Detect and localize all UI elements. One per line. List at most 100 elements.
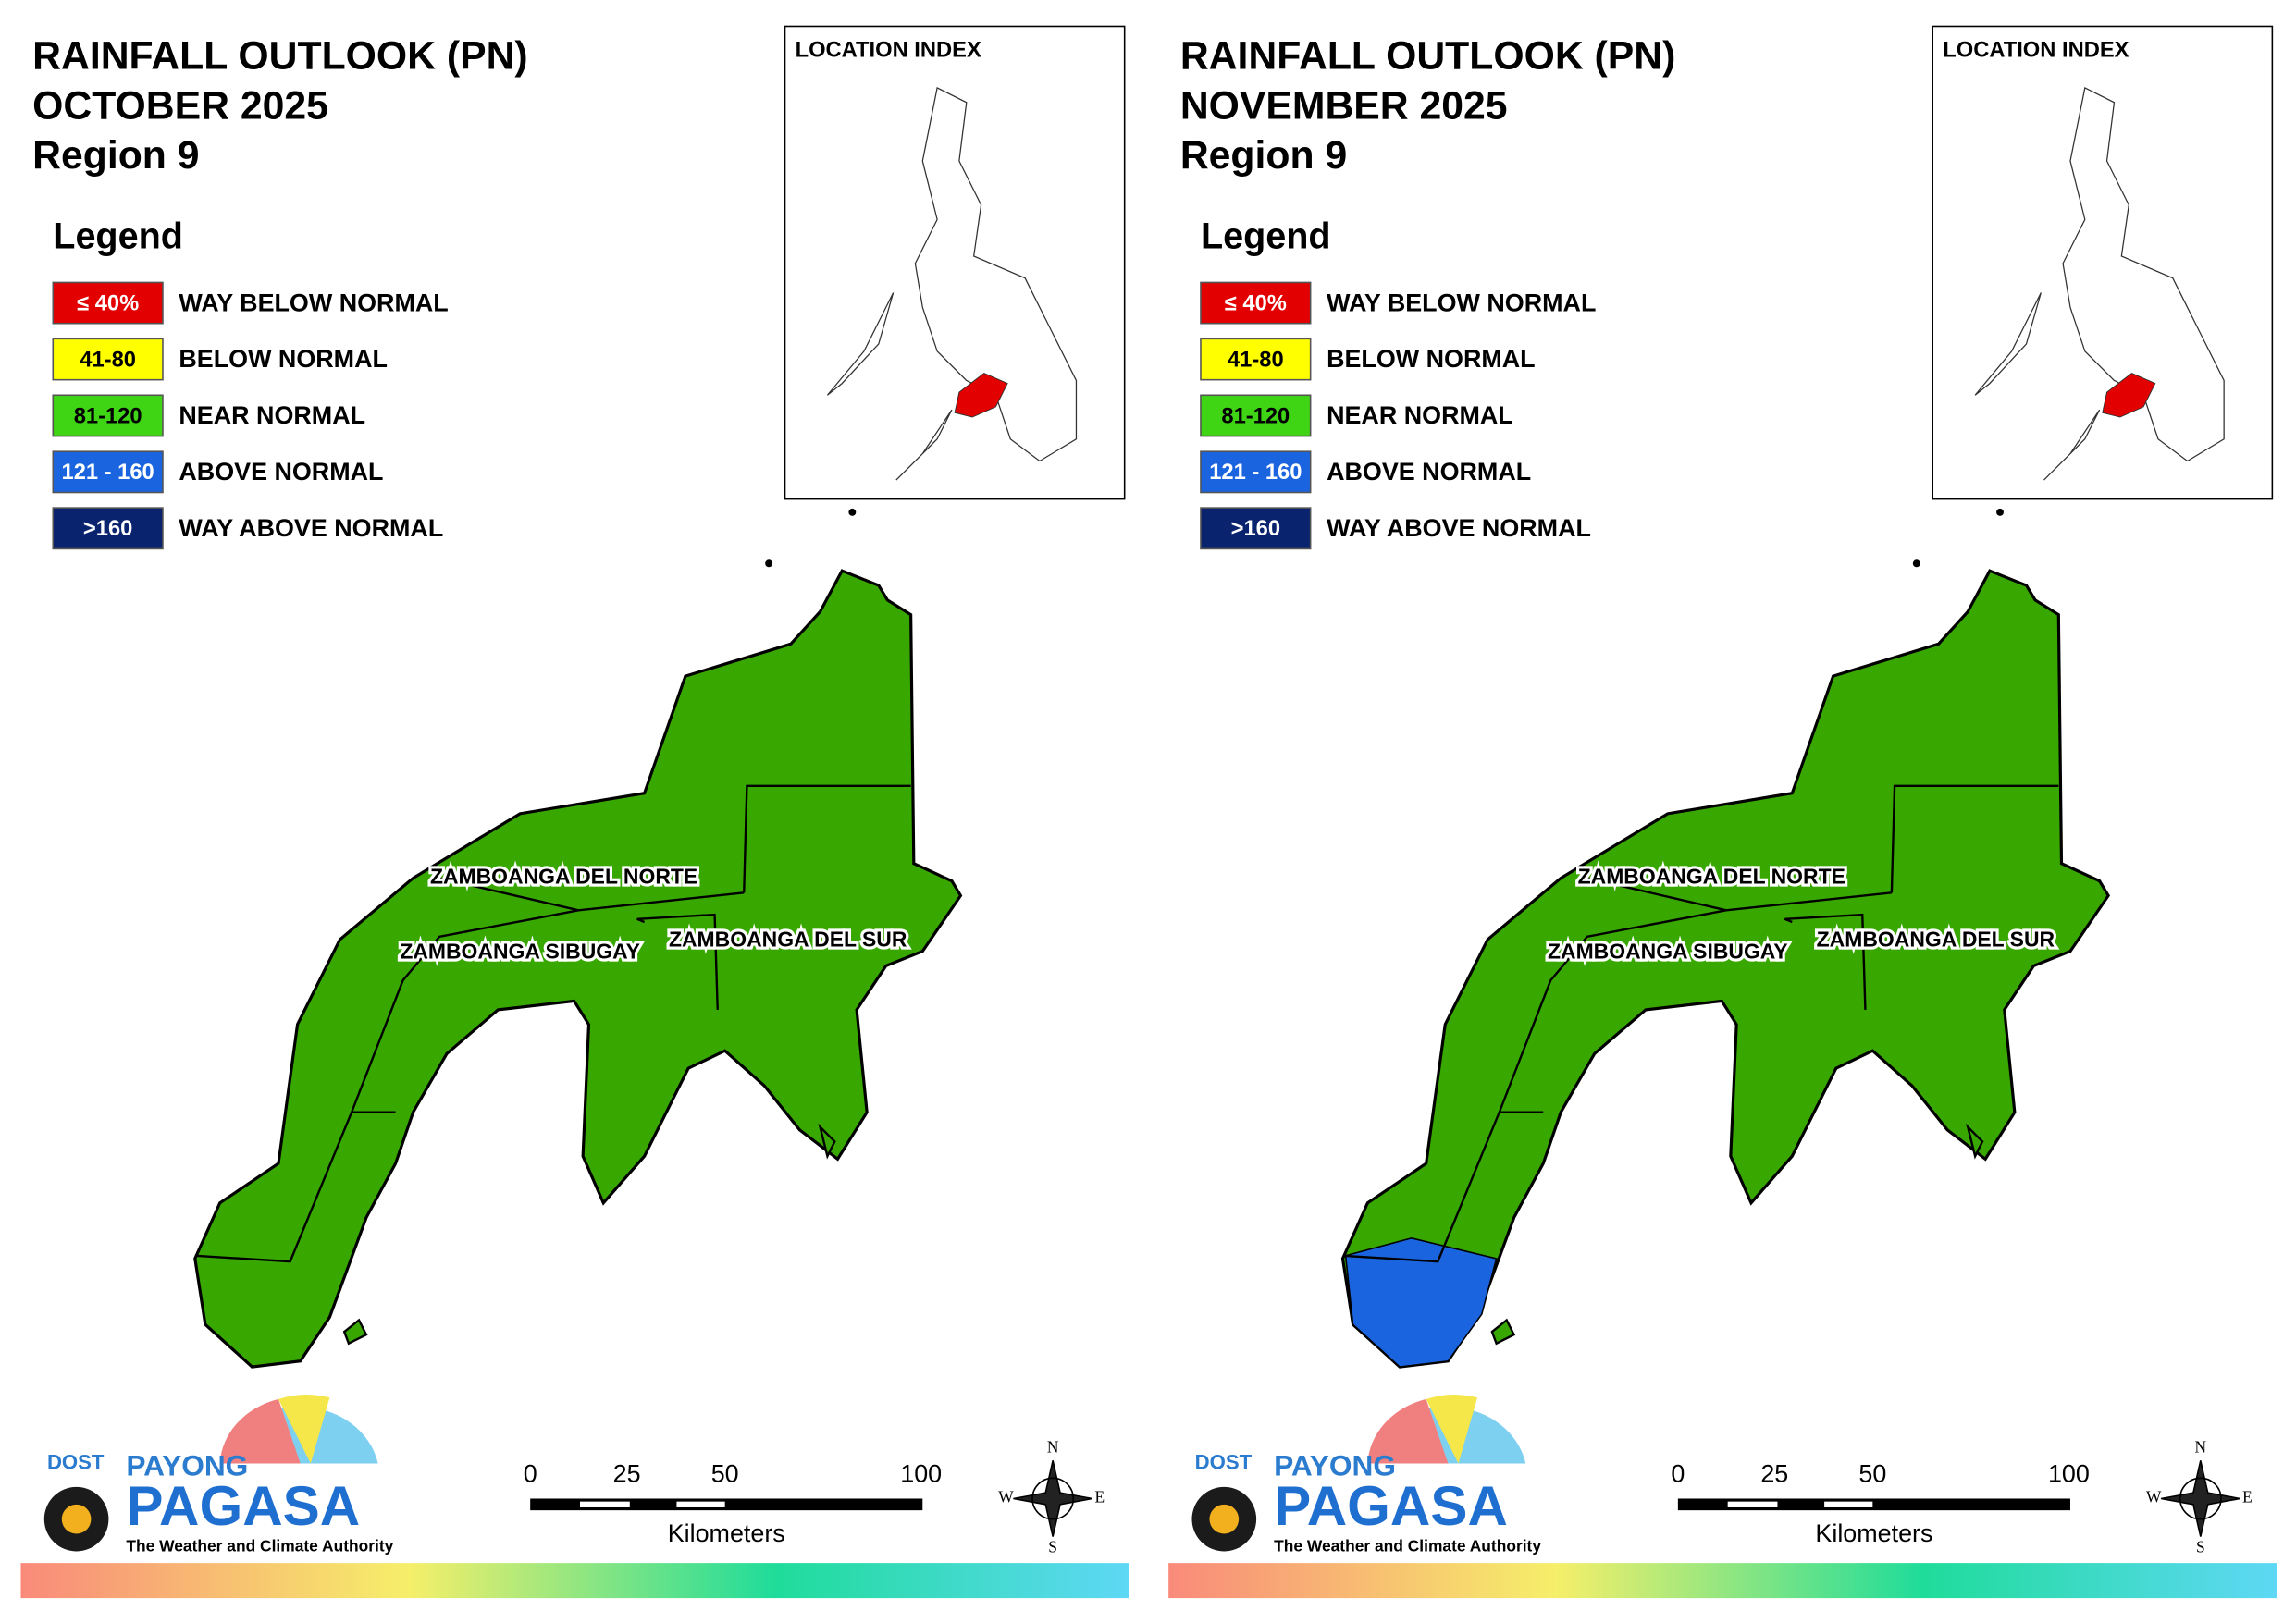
region-highlight [2102,372,2156,418]
scale-label: 100 [2048,1459,2090,1487]
legend-description: BELOW NORMAL [1327,345,1536,373]
color-band [20,1563,1129,1599]
title-line: RAINFALL OUTLOOK (PN) [1180,34,1676,79]
philippines-outline [1974,87,2225,481]
legend-swatch [1200,338,1312,381]
island [1966,1123,1984,1160]
logo-umbrella-yellow [278,1395,330,1464]
compass-ring [1031,1477,1075,1520]
panel: RAINFALL OUTLOOK (PN)NOVEMBER 2025 Region… [1168,25,2277,1599]
logo-agency: DOST [1195,1450,1253,1473]
scale-bar-segment [676,1501,725,1507]
legend-swatch-label: >160 [1231,517,1280,541]
legend-description: WAY BELOW NORMAL [1327,289,1596,316]
scale-bar-segment [1727,1501,1778,1507]
title-line: Region 9 [1180,133,1347,178]
logo-agency: DOST [47,1450,105,1473]
location-index-title: LOCATION INDEX [796,39,981,63]
legend-swatch-label: 41-80 [80,348,136,372]
compass-letter: N [1047,1438,1059,1457]
compass-letter: W [2146,1487,2162,1506]
logo-line1: PAYONG [1274,1449,1396,1482]
region-map [1340,569,2111,1369]
islet [1996,508,2004,516]
logo-umbrella-yellow [1426,1395,1478,1464]
legend-swatch-label: >160 [83,517,132,541]
region-label: ZAMBOANGA SIBUGAY [1548,939,1788,963]
panel: RAINFALL OUTLOOK (PN)OCTOBER 2025 Region … [20,25,1129,1599]
scale-label: 25 [613,1459,641,1487]
legend-swatch [1200,394,1312,437]
logo-line1: PAYONG [126,1449,248,1482]
legend-swatch-label: 41-80 [1228,348,1284,372]
islet [765,559,773,568]
legend-description: ABOVE NORMAL [1327,458,1531,486]
legend-title: Legend [53,215,183,256]
legend-swatch-label: 81-120 [74,404,142,428]
boundary [194,784,911,1263]
logo-line2: PAGASA [1274,1475,1508,1537]
logo-umbrella-red [1367,1398,1449,1464]
above-normal-area [1344,1236,1498,1368]
region-label: ZAMBOANGA DEL NORTE [430,865,697,889]
color-band [1168,1563,2277,1599]
scale-bar-segment [1824,1501,1873,1507]
compass-letter: N [2195,1438,2207,1457]
scale-label: 50 [1858,1459,1886,1487]
legend-description: ABOVE NORMAL [179,458,383,486]
compass-letter: W [998,1487,1014,1506]
compass-letter: S [2196,1537,2205,1555]
legend-swatch [52,338,164,381]
legend-swatch-label: 81-120 [1221,404,1290,428]
scale-unit: Kilometers [668,1519,785,1547]
legend-swatch-label: 121 - 160 [1209,461,1302,485]
legend-description: WAY BELOW NORMAL [179,289,448,316]
region-label: ZAMBOANGA SIBUGAY [400,939,640,963]
logo-seal-inner [61,1504,92,1534]
legend-swatch [52,281,164,325]
island [342,1318,368,1346]
title-line: OCTOBER 2025 [32,83,328,128]
title-line: RAINFALL OUTLOOK (PN) [32,34,528,79]
compass-rose [1013,1460,1093,1537]
legend-description: BELOW NORMAL [179,345,388,373]
title-line: NOVEMBER 2025 [1180,83,1508,128]
logo-tagline: The Weather and Climate Authority [1274,1536,1541,1555]
legend-description: WAY ABOVE NORMAL [179,514,443,542]
region-label: ZAMBOANGA DEL NORTE [1578,865,1845,889]
legend-swatch-label: 121 - 160 [62,461,154,485]
legend-title: Legend [1201,215,1331,256]
legend-swatch [1200,450,1312,494]
scale-bar-segment [579,1501,630,1507]
legend-swatch-label: ≤ 40% [77,291,139,315]
legend-description: WAY ABOVE NORMAL [1327,514,1591,542]
scale-unit: Kilometers [1815,1519,1932,1547]
scale-label: 0 [524,1459,537,1487]
islet [1912,559,1920,568]
compass-letter: S [1048,1537,1057,1555]
region-label: ZAMBOANGA DEL SUR [669,928,907,952]
region-label: ZAMBOANGA DEL SUR [1817,928,2055,952]
boundary [1342,784,2059,1263]
region-map [193,569,963,1369]
compass-rose [2160,1460,2240,1537]
compass-ring [2179,1477,2222,1520]
legend-description: NEAR NORMAL [1327,401,1513,429]
compass-letter: E [2242,1487,2253,1506]
location-index-title: LOCATION INDEX [1943,39,2129,63]
region-highlight [954,372,1008,418]
scale-label: 0 [1671,1459,1685,1487]
scale-label: 25 [1760,1459,1788,1487]
logo-line2: PAGASA [126,1475,360,1537]
legend-swatch [52,394,164,437]
philippines-outline [826,87,1078,481]
island [818,1123,836,1160]
logo-tagline: The Weather and Climate Authority [126,1536,393,1555]
legend-swatch [52,450,164,494]
logo-seal-inner [1209,1504,1240,1534]
legend-swatch [1200,507,1312,550]
title-line: Region 9 [32,133,199,178]
logo-umbrella-red [219,1398,301,1464]
legend-description: NEAR NORMAL [179,401,365,429]
